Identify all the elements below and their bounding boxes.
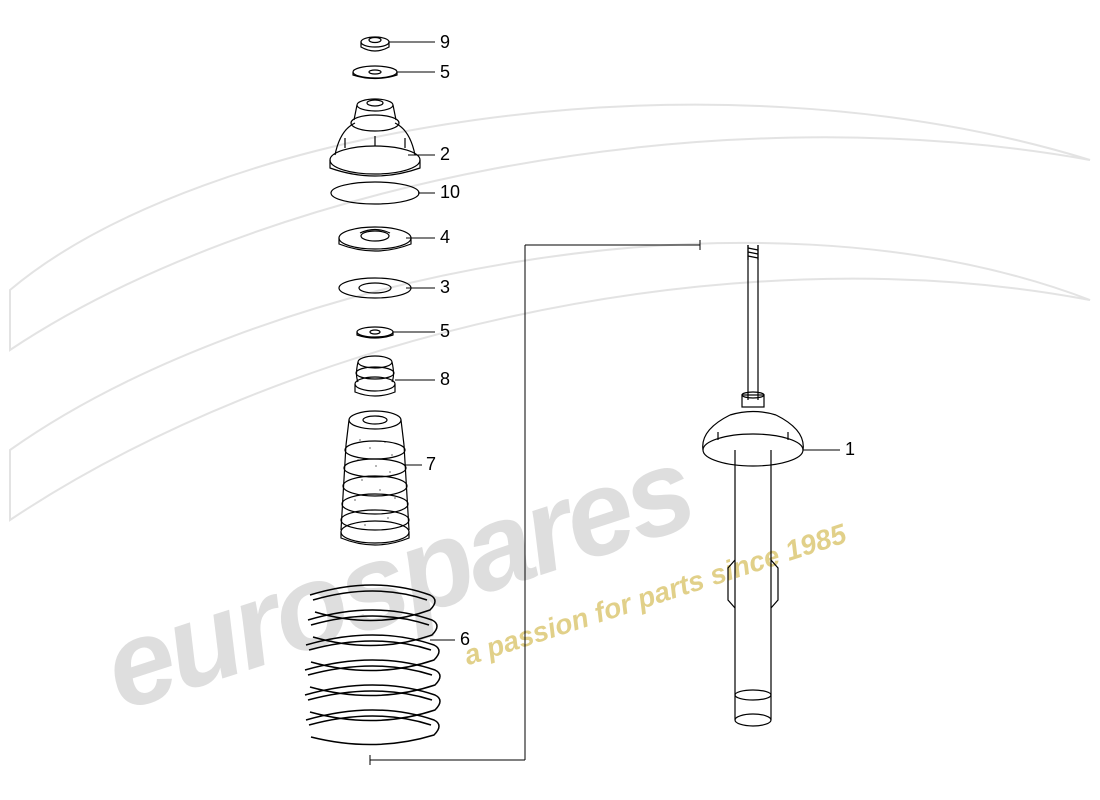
part-washer-5b — [357, 327, 393, 338]
callout-8: 8 — [440, 369, 450, 390]
part-ring-10 — [331, 182, 419, 204]
callout-2: 2 — [440, 144, 450, 165]
callout-4: 4 — [440, 227, 450, 248]
leader-lines — [389, 42, 840, 640]
callout-7: 7 — [426, 454, 436, 475]
part-ring-3 — [339, 278, 411, 298]
part-spring-6 — [305, 585, 440, 745]
part-mount-2 — [330, 99, 420, 176]
callout-10: 10 — [440, 182, 460, 203]
callout-6: 6 — [460, 629, 470, 650]
callout-3: 3 — [440, 277, 450, 298]
part-seat-4 — [339, 227, 411, 251]
part-nut-9 — [361, 37, 389, 51]
part-strut-1 — [703, 245, 804, 726]
callout-1: 1 — [845, 439, 855, 460]
assembly-bracket — [370, 240, 700, 765]
callout-9: 9 — [440, 32, 450, 53]
parts-drawing — [0, 0, 1100, 800]
part-boot-7 — [341, 411, 409, 545]
part-washer-5a — [353, 66, 397, 79]
diagram-canvas: eurospares a passion for parts since 198… — [0, 0, 1100, 800]
part-bumpstop-8 — [355, 356, 395, 396]
callout-5a: 5 — [440, 62, 450, 83]
callout-5b: 5 — [440, 321, 450, 342]
